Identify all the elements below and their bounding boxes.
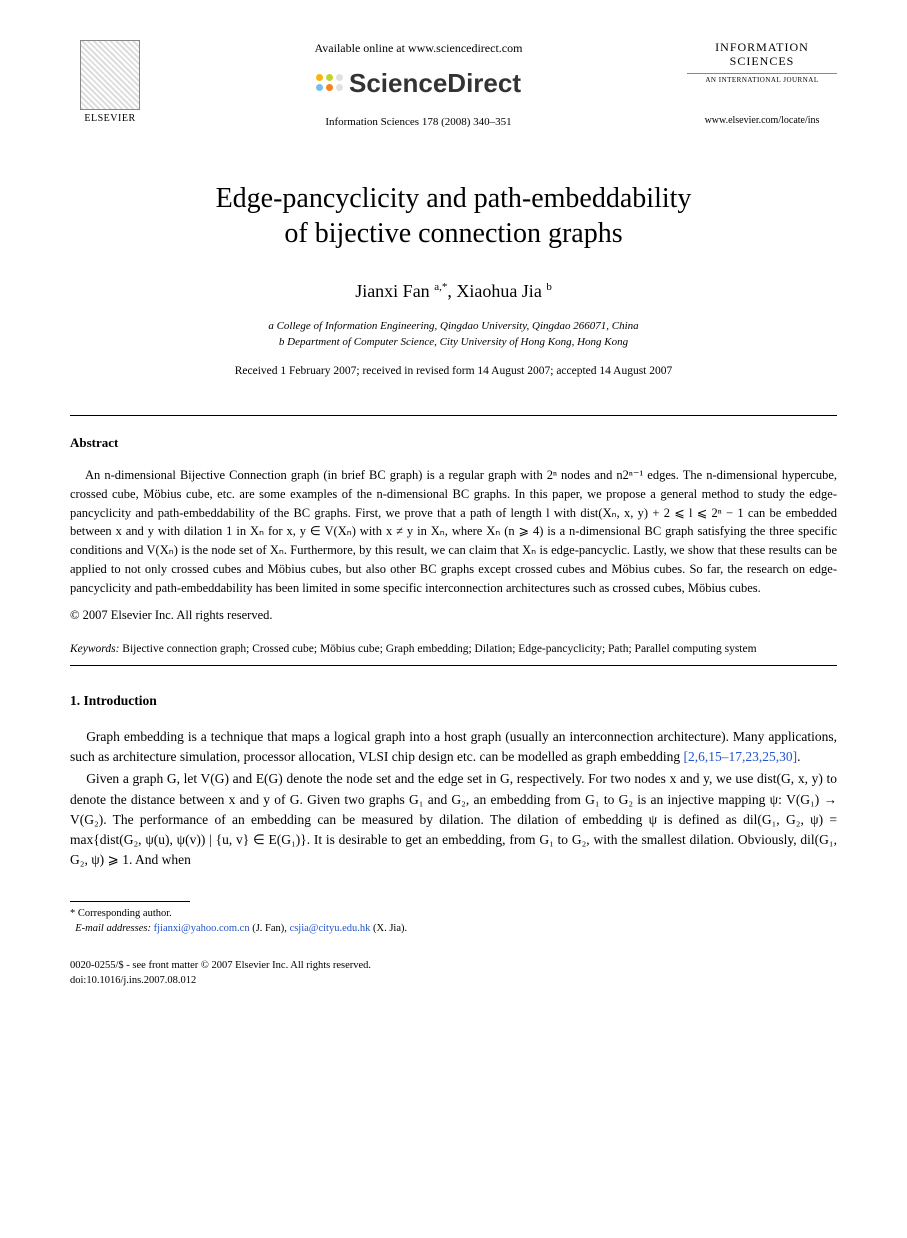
- email-line: E-mail addresses: fjianxi@yahoo.com.cn (…: [70, 921, 837, 937]
- email-2-who: (X. Jia).: [373, 923, 407, 934]
- sd-dot: [336, 84, 343, 91]
- journal-title-line1: INFORMATION: [687, 40, 837, 54]
- intro-para-2: Given a graph G, let V(G) and E(G) denot…: [70, 769, 837, 870]
- keywords: Keywords: Bijective connection graph; Cr…: [70, 641, 837, 657]
- abstract-heading: Abstract: [70, 434, 837, 452]
- para1-text-post: .: [797, 749, 800, 764]
- title-line2: of bijective connection graphs: [284, 218, 622, 249]
- elsevier-tree-icon: [80, 40, 140, 110]
- divider: [70, 415, 837, 416]
- affiliations: a College of Information Engineering, Qi…: [70, 318, 837, 351]
- affiliation-a: a College of Information Engineering, Qi…: [70, 318, 837, 335]
- journal-reference: Information Sciences 178 (2008) 340–351: [160, 115, 677, 130]
- page-header: ELSEVIER Available online at www.science…: [70, 40, 837, 131]
- email-1-who: (J. Fan),: [252, 923, 287, 934]
- footnotes: * Corresponding author. E-mail addresses…: [70, 906, 837, 938]
- author-1: Jianxi Fan: [355, 281, 430, 301]
- title-line1: Edge-pancyclicity and path-embeddability: [216, 183, 692, 214]
- authors: Jianxi Fan a,*, Xiaohua Jia b: [70, 279, 837, 304]
- section-1-heading: 1. Introduction: [70, 692, 837, 711]
- paper-title: Edge-pancyclicity and path-embeddability…: [70, 181, 837, 251]
- intro-para-1: Graph embedding is a technique that maps…: [70, 727, 837, 768]
- footnote-rule: [70, 901, 190, 902]
- available-online-text: Available online at www.sciencedirect.co…: [160, 40, 677, 57]
- affiliation-b: b Department of Computer Science, City U…: [70, 334, 837, 351]
- email-label: E-mail addresses:: [75, 923, 151, 934]
- article-dates: Received 1 February 2007; received in re…: [70, 363, 837, 379]
- author-2-sup: b: [546, 281, 552, 293]
- abstract-copyright: © 2007 Elsevier Inc. All rights reserved…: [70, 607, 837, 625]
- journal-subtitle: AN INTERNATIONAL JOURNAL: [687, 73, 837, 86]
- email-2[interactable]: csjia@cityu.edu.hk: [290, 923, 371, 934]
- email-1[interactable]: fjianxi@yahoo.com.cn: [154, 923, 250, 934]
- keywords-label: Keywords:: [70, 643, 119, 655]
- publisher-logo: ELSEVIER: [70, 40, 150, 126]
- sd-dot: [316, 74, 323, 81]
- sciencedirect-text: ScienceDirect: [349, 65, 521, 101]
- sd-dot: [326, 74, 333, 81]
- footer-doi: doi:10.1016/j.ins.2007.08.012: [70, 974, 837, 989]
- author-2: Xiaohua Jia: [456, 281, 541, 301]
- center-header: Available online at www.sciencedirect.co…: [150, 40, 687, 131]
- citation-link[interactable]: [2,6,15–17,23,25,30]: [683, 749, 797, 764]
- publisher-name: ELSEVIER: [70, 112, 150, 126]
- abstract-body: An n-dimensional Bijective Connection gr…: [70, 466, 837, 597]
- sd-dot: [336, 74, 343, 81]
- journal-url[interactable]: www.elsevier.com/locate/ins: [687, 114, 837, 128]
- sd-dot: [326, 84, 333, 91]
- abstract-text: An n-dimensional Bijective Connection gr…: [70, 466, 837, 597]
- author-1-sup: a,*: [434, 281, 447, 293]
- divider: [70, 665, 837, 666]
- keywords-text: Bijective connection graph; Crossed cube…: [122, 643, 756, 655]
- page-footer: 0020-0255/$ - see front matter © 2007 El…: [70, 959, 837, 988]
- sd-dot: [316, 84, 323, 91]
- sciencedirect-logo: ScienceDirect: [160, 65, 677, 101]
- corresponding-author-note: * Corresponding author.: [70, 906, 837, 922]
- footer-line-1: 0020-0255/$ - see front matter © 2007 El…: [70, 959, 837, 974]
- sciencedirect-dots-icon: [316, 74, 343, 91]
- journal-title-line2: SCIENCES: [687, 54, 837, 68]
- journal-box: INFORMATION SCIENCES AN INTERNATIONAL JO…: [687, 40, 837, 128]
